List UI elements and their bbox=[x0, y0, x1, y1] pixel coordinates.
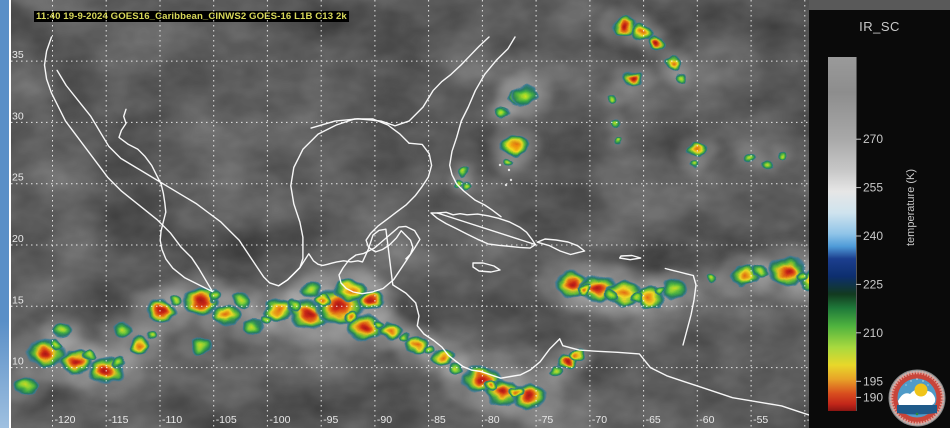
svg-text:255: 255 bbox=[863, 181, 883, 195]
svg-text:195: 195 bbox=[863, 374, 883, 388]
svg-text:270: 270 bbox=[863, 132, 883, 146]
svg-text:210: 210 bbox=[863, 326, 883, 340]
svg-text:225: 225 bbox=[863, 277, 883, 291]
svg-text:240: 240 bbox=[863, 229, 883, 243]
svg-text:190: 190 bbox=[863, 390, 883, 404]
